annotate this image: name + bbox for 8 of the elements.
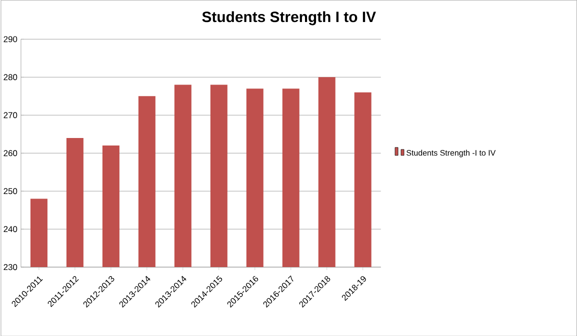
chart-title: Students Strength I to IV <box>202 11 376 26</box>
y-tick-label: 240 <box>4 226 18 232</box>
y-tick-label: 250 <box>4 188 18 194</box>
y-tick-label: 290 <box>4 36 18 42</box>
y-tick-label: 280 <box>4 74 18 80</box>
y-tick-label: 270 <box>4 112 18 118</box>
y-tick-label: 230 <box>4 264 18 270</box>
y-tick-label: 260 <box>4 150 18 156</box>
